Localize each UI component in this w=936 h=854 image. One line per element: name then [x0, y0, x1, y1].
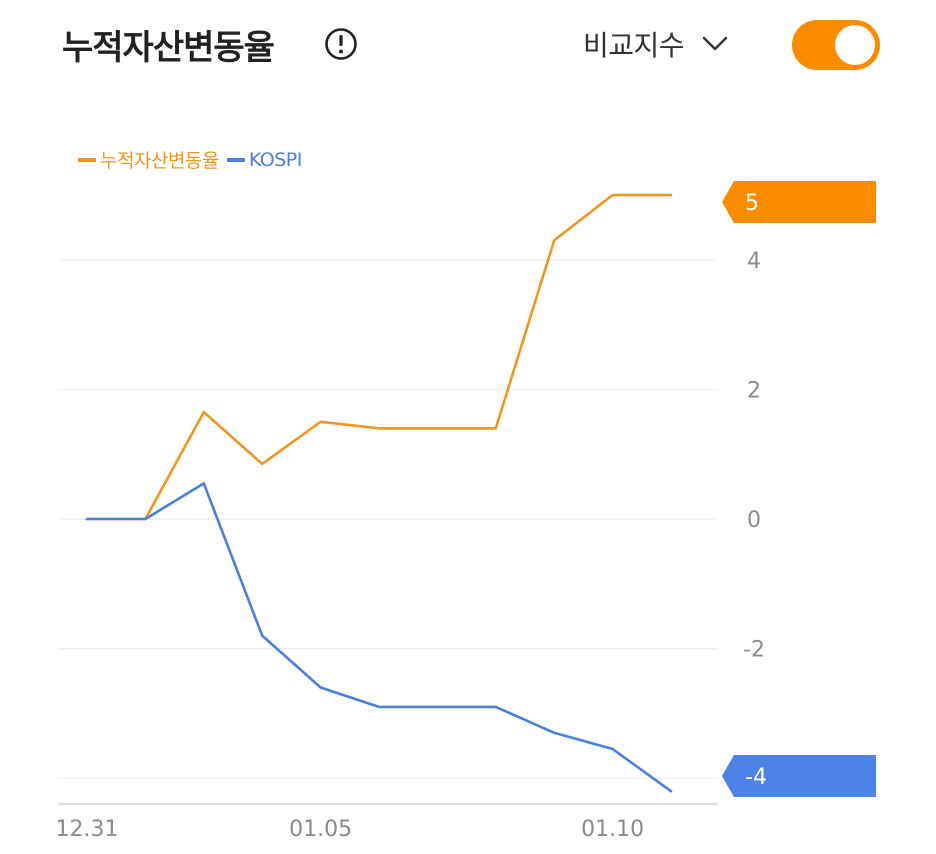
end-tag-kospi-label: -4	[745, 765, 767, 790]
x-tick-label: 12.31	[56, 817, 119, 842]
portfolio-line	[85, 193, 673, 521]
page-title: 누적자산변동율	[62, 28, 275, 68]
exclamation-circle-icon[interactable]	[324, 27, 358, 61]
legend-item-kospi: KOSPI	[226, 148, 303, 171]
legend-swatch-kospi	[226, 157, 245, 162]
compare-index-label: 비교지수	[583, 29, 685, 62]
compare-index-dropdown[interactable]: 비교지수	[583, 24, 728, 64]
end-tag-portfolio	[722, 181, 876, 223]
legend-swatch-portfolio	[78, 157, 96, 162]
compare-index-toggle[interactable]	[792, 20, 880, 70]
legend-label-portfolio: 누적자산변동율	[100, 150, 219, 172]
y-tick-label: -2	[743, 638, 765, 663]
x-tick-label: 01.05	[289, 817, 352, 842]
y-tick-label: 4	[747, 249, 761, 274]
x-tick-label: 01.10	[581, 817, 644, 842]
legend-item-portfolio: 누적자산변동율	[78, 146, 219, 173]
chevron-down-icon	[702, 36, 728, 51]
kospi-line	[85, 482, 673, 793]
chart-legend: 누적자산변동율 KOSPI	[78, 146, 310, 173]
end-tag-portfolio-label: 5	[745, 191, 759, 216]
toggle-knob	[835, 25, 875, 65]
y-tick-label: 2	[747, 378, 761, 403]
y-tick-label: 0	[747, 508, 761, 533]
legend-label-kospi: KOSPI	[248, 148, 303, 171]
end-tag-kospi	[722, 755, 876, 797]
